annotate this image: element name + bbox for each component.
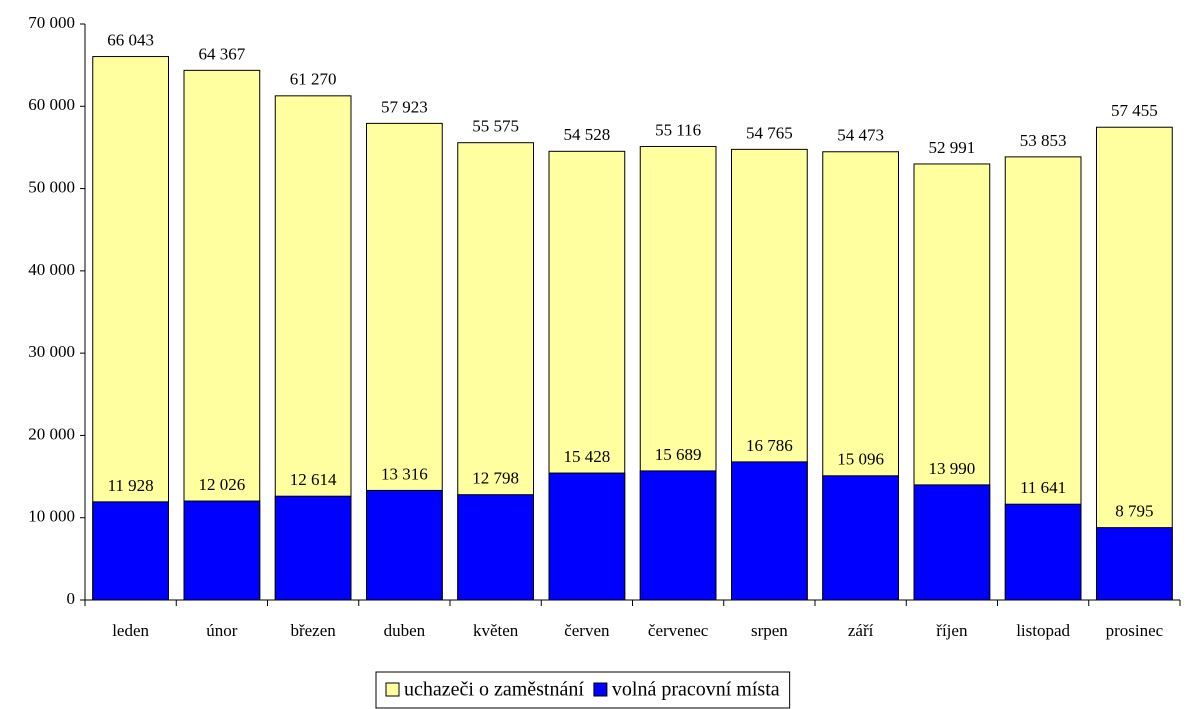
legend-swatch [593,682,608,697]
y-tick-label: 30 000 [28,342,75,361]
bar [731,461,808,601]
y-tick-label: 50 000 [28,177,75,196]
value-label: 8 795 [1115,502,1153,521]
value-label: 12 614 [290,470,337,489]
value-label: 11 641 [1020,478,1066,497]
bar [457,494,534,601]
value-label: 61 270 [290,70,337,89]
x-tick-label: červenec [648,621,709,640]
x-tick-label: srpen [751,621,788,640]
x-tick-label: květen [473,621,519,640]
x-tick-label: září [848,621,874,640]
y-tick-label: 10 000 [28,507,75,526]
value-label: 55 116 [655,120,701,139]
x-tick-label: leden [112,621,149,640]
bar [92,501,169,601]
legend [375,671,791,709]
value-label: 16 786 [746,436,793,455]
y-tick-label: 0 [67,589,76,608]
bar [274,495,352,601]
value-label: 55 575 [472,117,519,136]
x-tick-label: duben [384,621,426,640]
bar [822,475,899,601]
legend-label: uchazeči o zaměstnání [404,679,584,701]
bar [1004,503,1082,601]
bar [366,489,443,601]
value-label: 11 928 [108,476,154,495]
value-label: 54 528 [564,125,611,144]
bar [1096,527,1173,601]
value-label: 15 689 [655,445,702,464]
y-tick-label: 20 000 [28,424,75,443]
x-tick-label: listopad [1016,621,1070,640]
y-tick-label: 70 000 [28,13,75,32]
y-tick-label: 40 000 [28,260,75,279]
bar [183,500,261,601]
value-label: 12 798 [472,469,519,488]
value-label: 52 991 [929,138,976,157]
legend-swatch [385,682,400,697]
x-tick-label: únor [206,621,238,640]
value-label: 13 990 [929,459,976,478]
value-label: 54 473 [837,126,884,145]
value-label: 66 043 [107,30,154,49]
bar [913,484,991,601]
bar [548,472,626,601]
value-label: 64 367 [199,44,246,63]
value-label: 54 765 [746,123,793,142]
value-label: 57 923 [381,97,428,116]
legend-label: volná pracovní místa [612,679,780,701]
x-tick-label: červen [564,621,610,640]
bar [639,470,717,601]
x-tick-label: březen [290,621,336,640]
value-label: 57 455 [1111,101,1158,120]
x-tick-label: říjen [936,621,968,640]
value-label: 13 316 [381,464,428,483]
value-label: 12 026 [199,475,246,494]
value-label: 53 853 [1020,131,1067,150]
value-label: 15 428 [564,447,611,466]
bar [1096,126,1173,601]
value-label: 15 096 [837,450,884,469]
y-tick-label: 60 000 [28,95,75,114]
x-tick-label: prosinec [1106,621,1164,640]
